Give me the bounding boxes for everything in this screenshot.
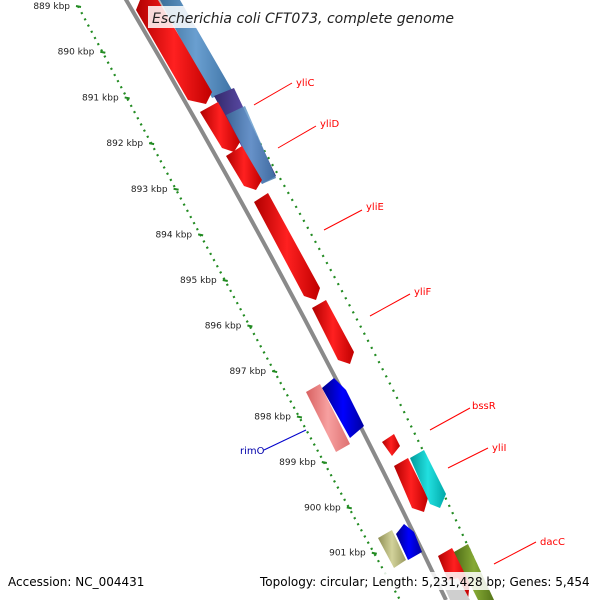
tick-label: 889 kbp	[33, 2, 70, 12]
backbone	[123, 0, 448, 600]
tick-mark	[346, 506, 352, 510]
tick-label: 890 kbp	[58, 48, 95, 58]
gene-label-yliE[interactable]: yliE	[366, 202, 384, 213]
title-background	[148, 6, 454, 28]
gene-label-yliF[interactable]: yliF	[414, 287, 431, 298]
rimO-leader	[263, 429, 307, 451]
yliF-leader	[369, 293, 411, 317]
tick-label: 899 kbp	[279, 458, 316, 468]
map-title: Escherichia coli CFT073, complete genome	[152, 11, 454, 27]
tick-label: 898 kbp	[254, 413, 291, 423]
yliD-leader	[277, 125, 317, 149]
cds-ylie-small	[226, 146, 262, 190]
tick-mark	[100, 50, 106, 54]
gene-label-yliC[interactable]: yliC	[296, 78, 314, 89]
cds-ylid	[200, 102, 240, 152]
tick-mark	[148, 142, 155, 146]
gene-labels: yliC yliD yliE yliF bssR yliI rimO dacC	[240, 78, 565, 565]
dacC-leader	[493, 541, 537, 565]
cds-ylii	[394, 458, 428, 512]
tick-mark	[197, 233, 204, 237]
tick-label: 894 kbp	[155, 230, 192, 240]
khaki-feature	[378, 530, 406, 568]
yliI-leader	[447, 447, 489, 469]
tick-label: 893 kbp	[131, 185, 168, 195]
yliC-leader	[253, 82, 293, 106]
cds-blue-bottom	[396, 524, 422, 560]
tick-mark	[271, 370, 278, 374]
cyan-feature	[410, 450, 446, 508]
cds-ylie	[254, 193, 320, 300]
gene-label-rimO[interactable]: rimO	[240, 446, 265, 457]
gene-label-bssR[interactable]: bssR	[472, 401, 496, 412]
tick-mark	[75, 5, 82, 8]
tick-label: 896 kbp	[205, 322, 242, 332]
pink-feature	[306, 384, 350, 452]
steelblue-feature-2	[226, 106, 276, 184]
cds-bssr	[382, 434, 400, 456]
tick-mark	[173, 187, 179, 191]
bssR-leader	[429, 407, 471, 431]
gene-label-yliI[interactable]: yliI	[492, 443, 506, 454]
tick-mark	[321, 460, 328, 464]
tick-label: 900 kbp	[304, 503, 341, 513]
tick-label: 891 kbp	[82, 93, 119, 103]
tick-label: 901 kbp	[329, 549, 366, 559]
tick-label: 892 kbp	[106, 139, 143, 149]
cds-rimo	[322, 378, 364, 438]
tick-labels: 889 kbp 890 kbp 891 kbp 892 kbp 893 kbp 894 k…	[33, 2, 377, 559]
yliE-leader	[323, 209, 363, 231]
tick-label: 895 kbp	[180, 276, 217, 286]
tick-mark	[247, 324, 253, 328]
footer-stats: Topology: circular; Length: 5,231,428 bp…	[259, 575, 590, 589]
inner-tick-ring	[77, 5, 401, 600]
cds-ylif	[312, 300, 354, 364]
footer-accession-bg	[4, 572, 154, 590]
footer-stats-bg	[256, 572, 596, 590]
tick-label: 897 kbp	[229, 367, 266, 377]
tick-mark	[296, 415, 303, 419]
tick-mark	[371, 551, 377, 555]
tick-mark	[222, 279, 228, 282]
gene-label-dacC[interactable]: dacC	[540, 537, 565, 548]
footer-accession: Accession: NC_004431	[8, 575, 144, 589]
gene-label-yliD[interactable]: yliD	[320, 119, 339, 130]
tick-mark	[124, 96, 130, 100]
